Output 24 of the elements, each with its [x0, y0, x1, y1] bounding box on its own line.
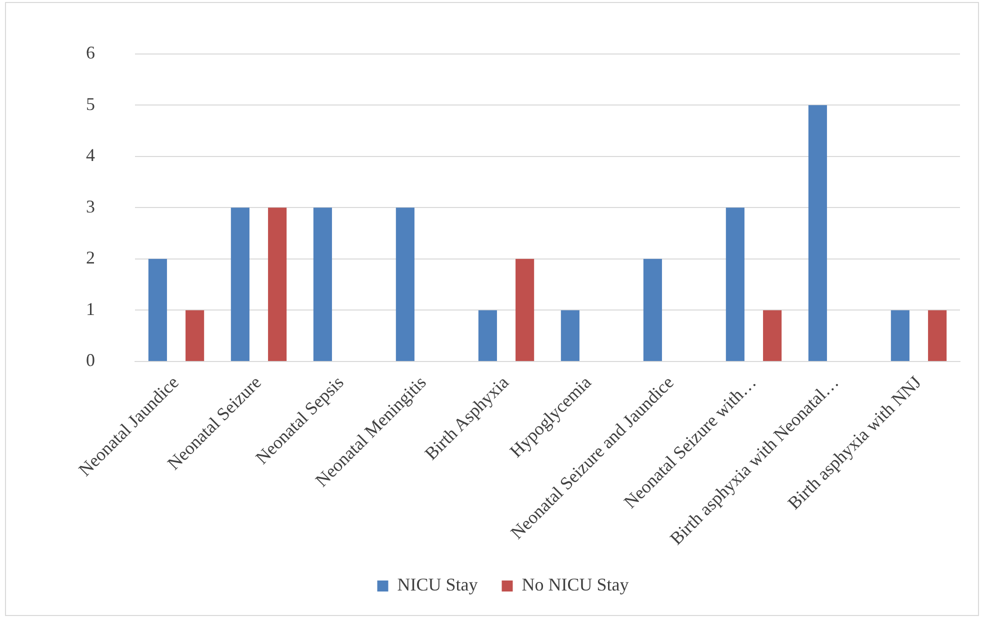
y-tick-label: 0: [86, 350, 95, 370]
bar: [268, 208, 287, 361]
bar: [928, 310, 947, 361]
bar: [890, 310, 910, 361]
bar: [808, 105, 827, 361]
y-tick-label: 4: [86, 145, 95, 166]
bar: [726, 208, 744, 361]
y-tick-label: 3: [86, 196, 95, 216]
y-tick-label: 2: [86, 248, 95, 268]
bar: [516, 258, 534, 361]
bar: [478, 310, 497, 361]
y-tick-label: 1: [86, 298, 95, 319]
bar: [396, 208, 414, 361]
bar: [230, 208, 250, 361]
bar: [643, 258, 662, 361]
bar: [148, 258, 167, 361]
y-tick-label: 6: [86, 42, 95, 63]
bar: [763, 310, 782, 361]
legend-label: NICU Stay: [397, 574, 478, 595]
bar: [186, 310, 204, 361]
legend-label: No NICU Stay: [522, 574, 629, 595]
bar: [313, 208, 332, 361]
bar: [560, 310, 580, 361]
y-tick-label: 5: [86, 94, 95, 114]
